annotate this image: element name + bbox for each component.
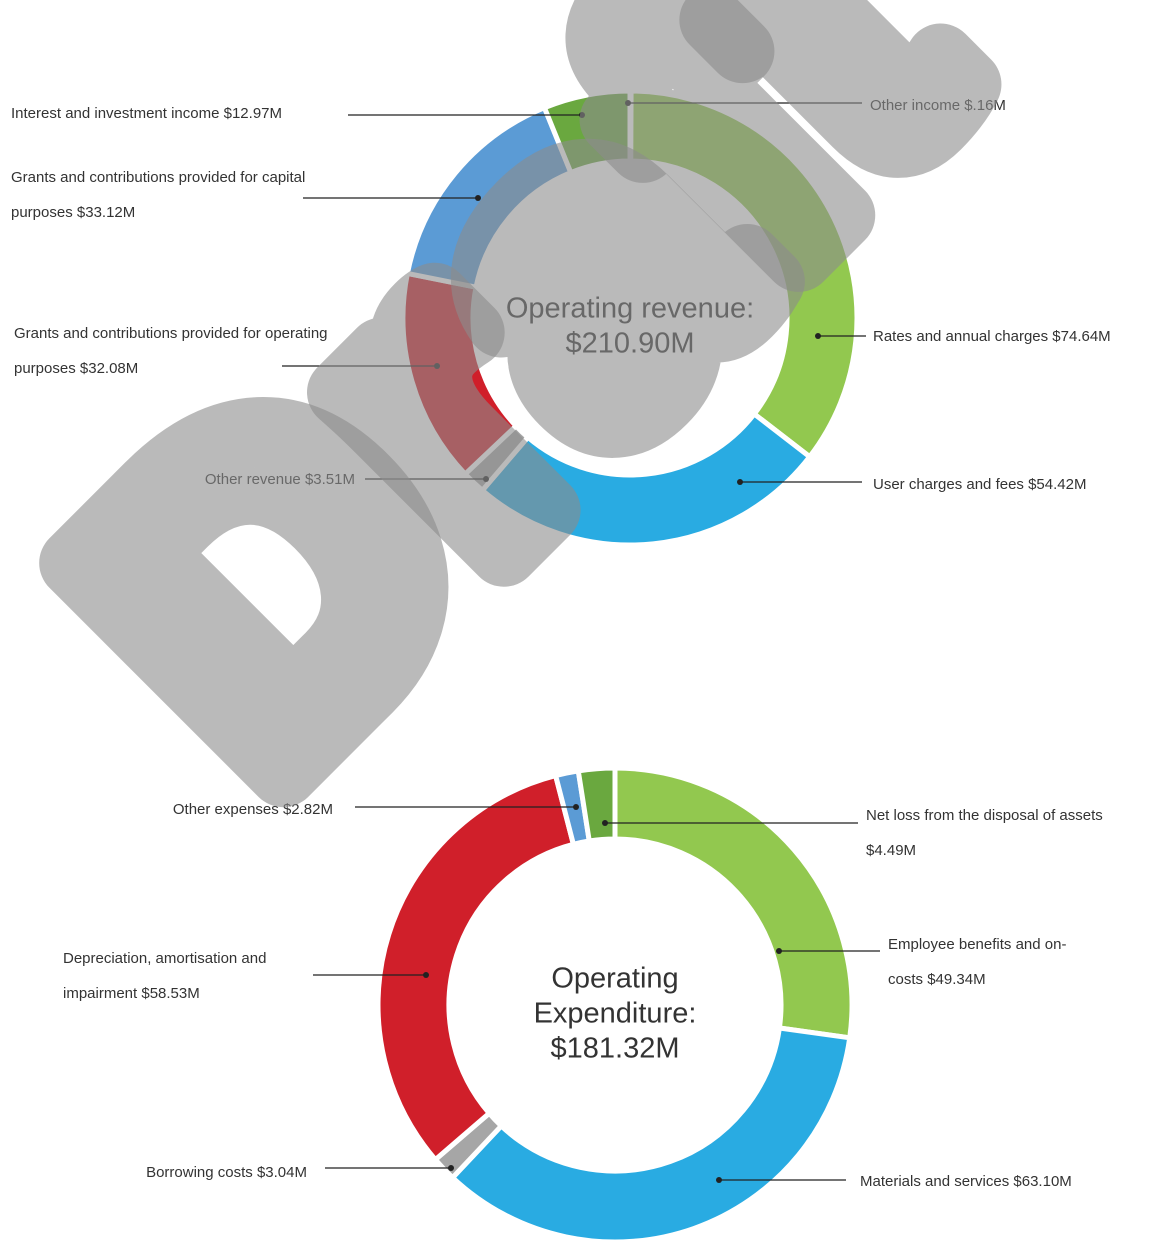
leader-dot xyxy=(423,972,429,978)
category-label: Interest and investment income xyxy=(11,105,220,122)
slice-label: Grants and contributions provided for ca… xyxy=(11,160,331,230)
donut-slice xyxy=(375,772,577,1164)
value-label: $54.42M xyxy=(1028,476,1087,493)
slice-label: Other expenses $2.82M xyxy=(93,792,333,827)
category-label: User charges and fees xyxy=(873,476,1024,493)
category-label: Rates and annual charges xyxy=(873,328,1049,345)
center-title: $181.32M xyxy=(551,1033,680,1065)
slice-label: Other income $.16M xyxy=(870,88,1150,123)
center-title: Operating xyxy=(551,963,678,995)
slice-label: Employee benefits and on-costs $49.34M xyxy=(888,927,1098,997)
donut-slice xyxy=(612,765,855,1041)
leader-dot xyxy=(815,333,821,339)
value-label: $.16M xyxy=(964,97,1006,114)
donut-slice xyxy=(628,88,860,461)
leader-dot xyxy=(776,948,782,954)
donut-slice xyxy=(541,88,633,176)
slice-label: Materials and services $63.10M xyxy=(860,1164,1150,1199)
leader-dot xyxy=(573,804,579,810)
slice-label: Depreciation, amortisation and impairmen… xyxy=(63,941,333,1011)
value-label: $74.64M xyxy=(1052,328,1111,345)
value-label: $3.04M xyxy=(256,1164,307,1181)
slice-label: Borrowing costs $3.04M xyxy=(67,1155,307,1190)
watermark: Draft xyxy=(0,0,1073,893)
slice-label: Interest and investment income $12.97M xyxy=(11,96,351,131)
slice-label: Grants and contributions provided for op… xyxy=(14,316,334,386)
category-label: Grants and contributions provided for op… xyxy=(14,325,328,377)
category-label: Other expenses xyxy=(172,801,279,818)
donut-slice xyxy=(478,410,814,548)
value-label: $32.08M xyxy=(79,360,139,377)
leader-dot xyxy=(483,476,489,482)
value-label: $4.49M xyxy=(866,842,917,859)
value-label: $12.97M xyxy=(223,105,282,122)
leader-dot xyxy=(716,1177,722,1183)
category-label: Borrowing costs xyxy=(146,1164,253,1181)
value-label: $33.12M xyxy=(76,204,136,221)
value-label: $58.53M xyxy=(141,985,200,1002)
category-label: Depreciation, amortisation and impairmen… xyxy=(63,950,267,1002)
slice-label: User charges and fees $54.42M xyxy=(873,467,1159,502)
category-label: Grants and contributions provided for ca… xyxy=(11,169,306,221)
slice-label: Rates and annual charges $74.64M xyxy=(873,319,1159,354)
category-label: Materials and services xyxy=(860,1173,1010,1190)
leader-dot xyxy=(737,479,743,485)
center-title: $210.90M xyxy=(566,328,695,360)
leader-dot xyxy=(579,112,585,118)
leader-dot xyxy=(434,363,440,369)
value-label: $2.82M xyxy=(282,801,333,818)
leader-dot xyxy=(602,820,608,826)
leader-dot xyxy=(625,100,631,106)
leader-dot xyxy=(448,1165,454,1171)
category-label: Employee benefits and on-costs xyxy=(888,936,1067,988)
category-label: Other revenue xyxy=(204,471,301,488)
center-title: Expenditure: xyxy=(534,998,697,1030)
value-label: $3.51M xyxy=(304,471,355,488)
category-label: Other income xyxy=(870,97,961,114)
slice-label: Net loss from the disposal of assets $4.… xyxy=(866,798,1116,868)
center-title: Operating revenue: xyxy=(506,293,754,325)
value-label: $63.10M xyxy=(1013,1173,1072,1190)
slice-label: Other revenue $3.51M xyxy=(115,462,355,497)
category-label: Net loss from the disposal of assets xyxy=(866,807,1103,824)
value-label: $49.34M xyxy=(927,971,986,988)
donut-slice xyxy=(449,1025,853,1242)
leader-dot xyxy=(475,195,481,201)
